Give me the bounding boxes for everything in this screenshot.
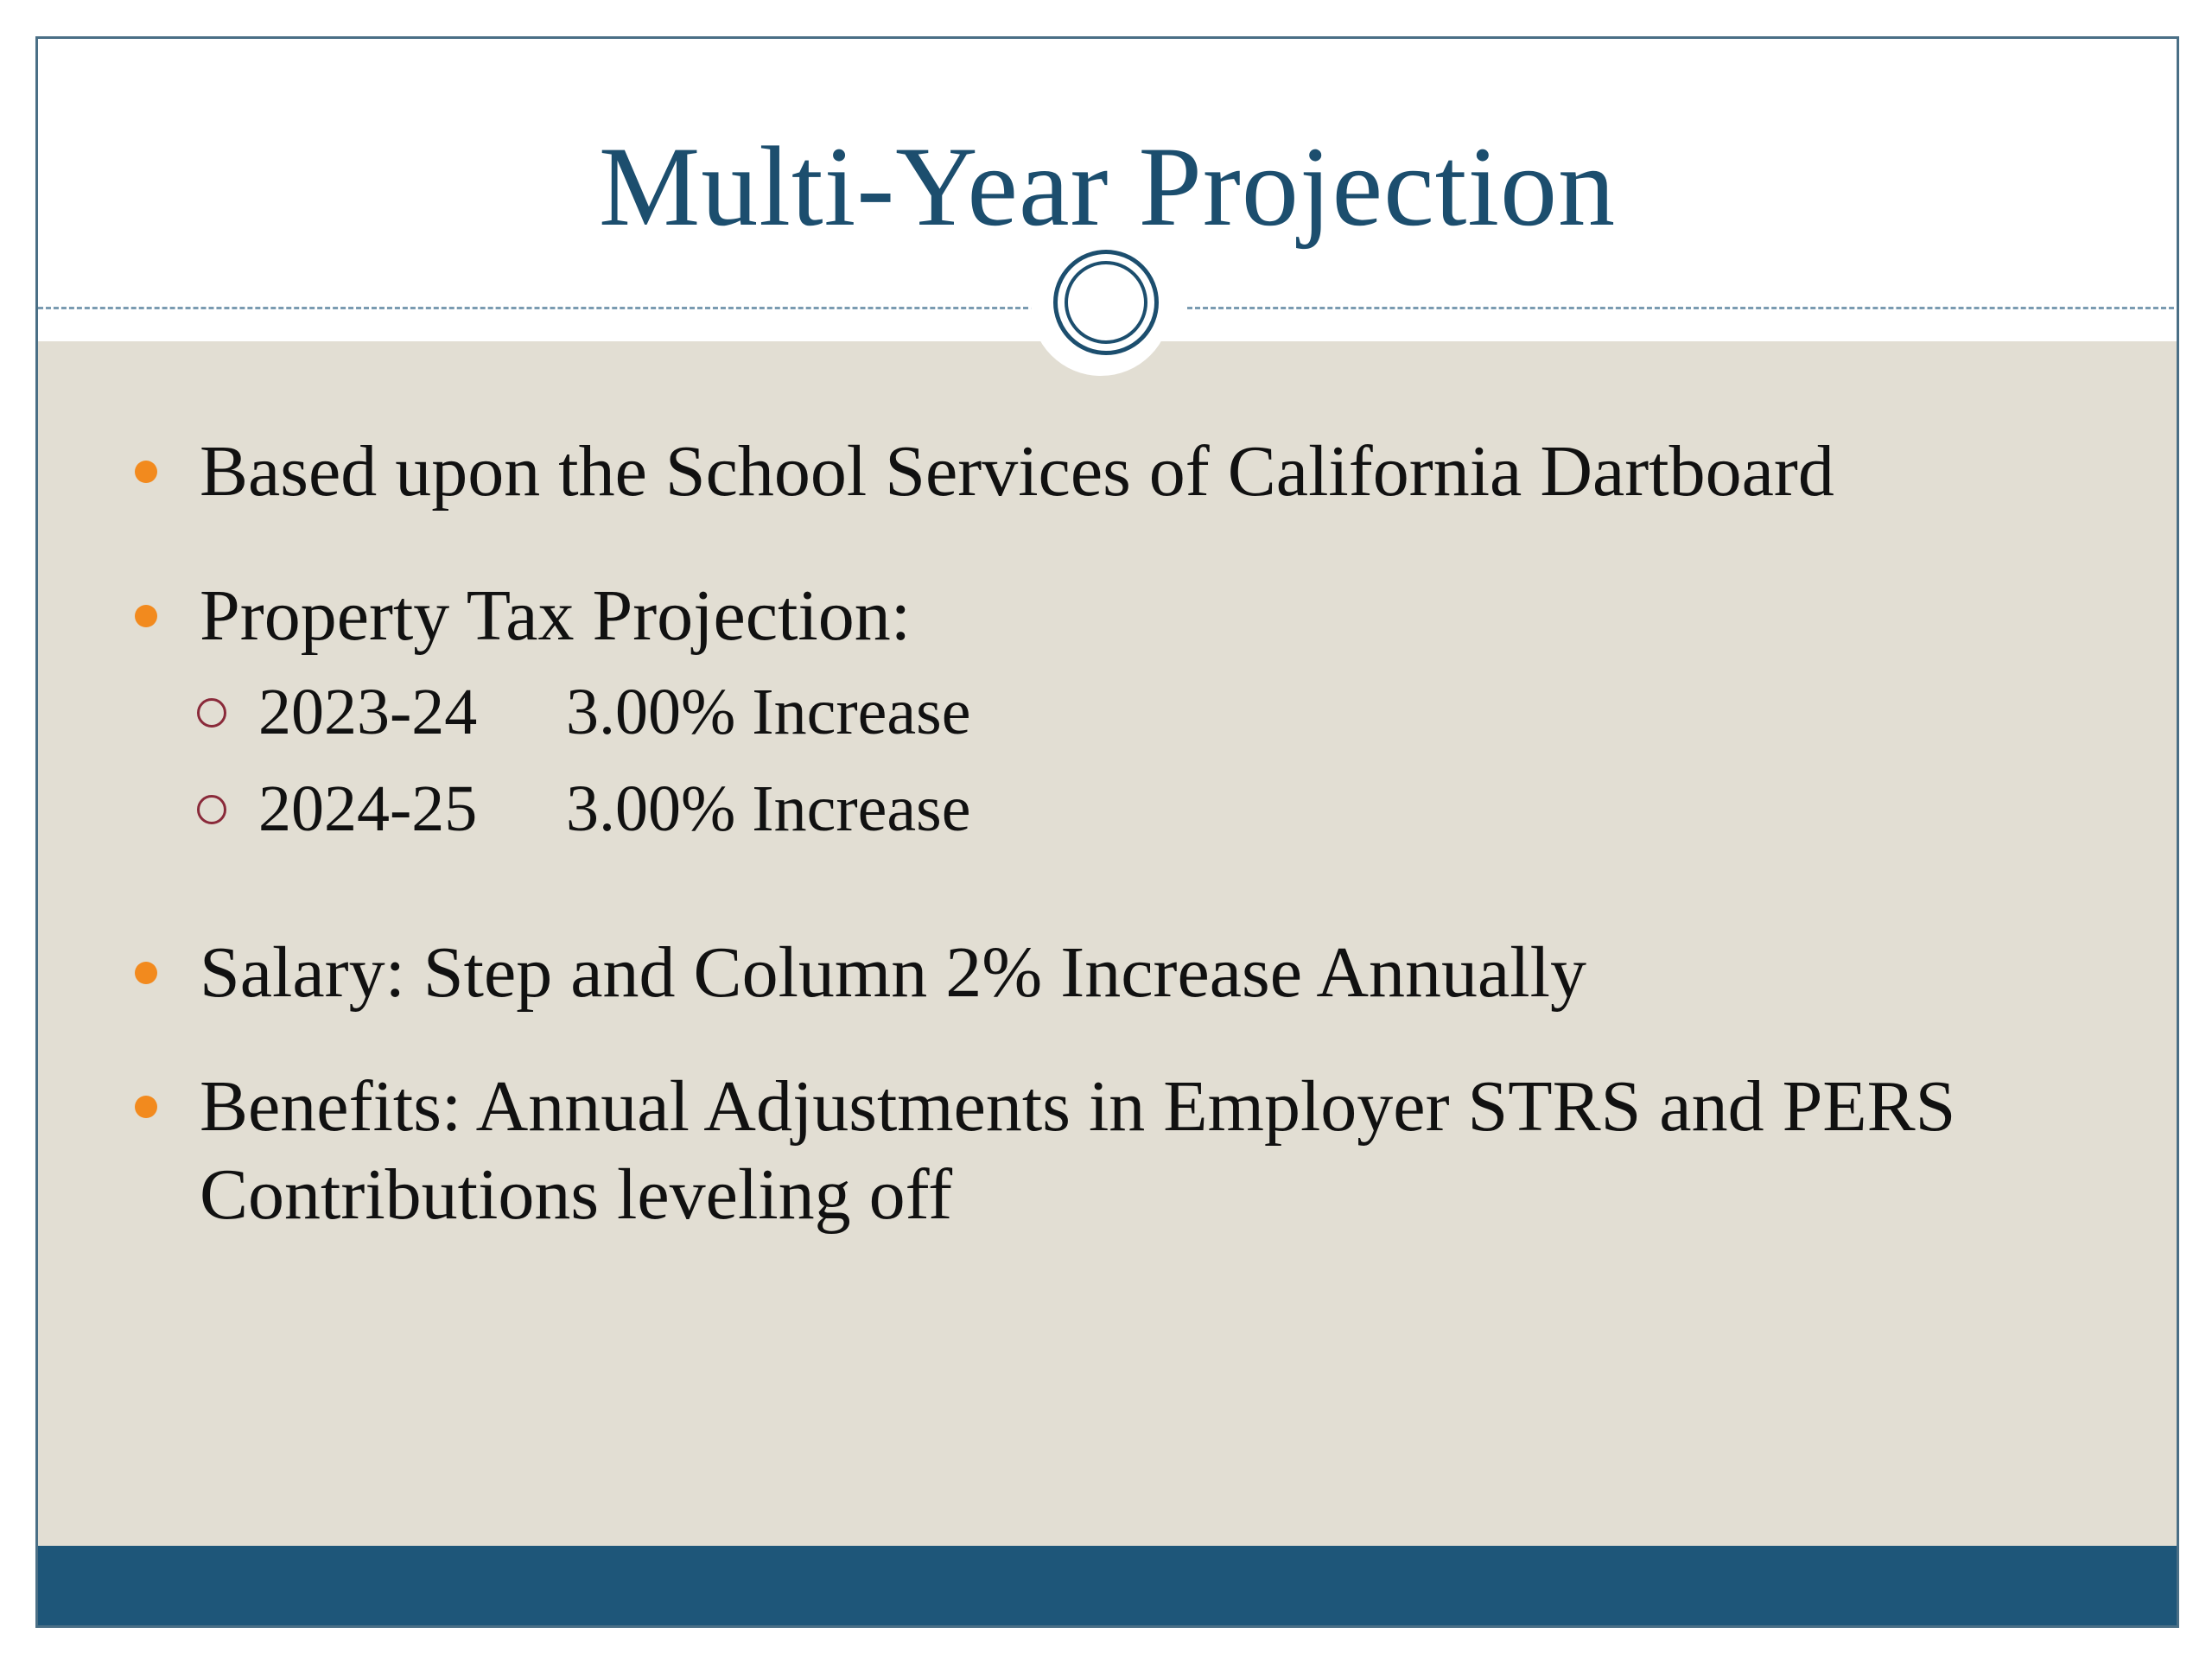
sub-bullet-value: 3.00% Increase bbox=[566, 676, 971, 748]
sub-bullet-year: 2024-25 bbox=[258, 772, 478, 845]
bullet-dot-icon bbox=[135, 1096, 157, 1118]
title-divider-right bbox=[1187, 307, 2177, 309]
hollow-circle-icon bbox=[197, 698, 226, 728]
slide-title: Multi-Year Projection bbox=[598, 123, 1617, 250]
bullet-dot-icon bbox=[135, 461, 157, 483]
slide: Multi-Year Projection Based upon the Sch… bbox=[35, 36, 2179, 1628]
title-divider-left bbox=[38, 307, 1036, 309]
sub-bullet-year: 2023-24 bbox=[258, 676, 478, 748]
double-ring-circle-icon bbox=[1053, 250, 1159, 355]
content-area: Based upon the School Services of Califo… bbox=[38, 341, 2177, 1551]
bottom-band bbox=[38, 1546, 2177, 1625]
inner-ring bbox=[1065, 261, 1147, 344]
bullet-dot-icon bbox=[135, 962, 157, 984]
bullet-dot-icon bbox=[135, 605, 157, 627]
bullet-text: Property Tax Projection: bbox=[200, 575, 912, 656]
bullet-text: Benefits: Annual Adjustments in Employer… bbox=[200, 1066, 1956, 1235]
bullet-text: Based upon the School Services of Califo… bbox=[200, 431, 1834, 512]
hollow-circle-icon bbox=[197, 795, 226, 824]
bullet-text: Salary: Step and Column 2% Increase Annu… bbox=[200, 932, 1586, 1013]
sub-bullet-value: 3.00% Increase bbox=[566, 772, 971, 845]
